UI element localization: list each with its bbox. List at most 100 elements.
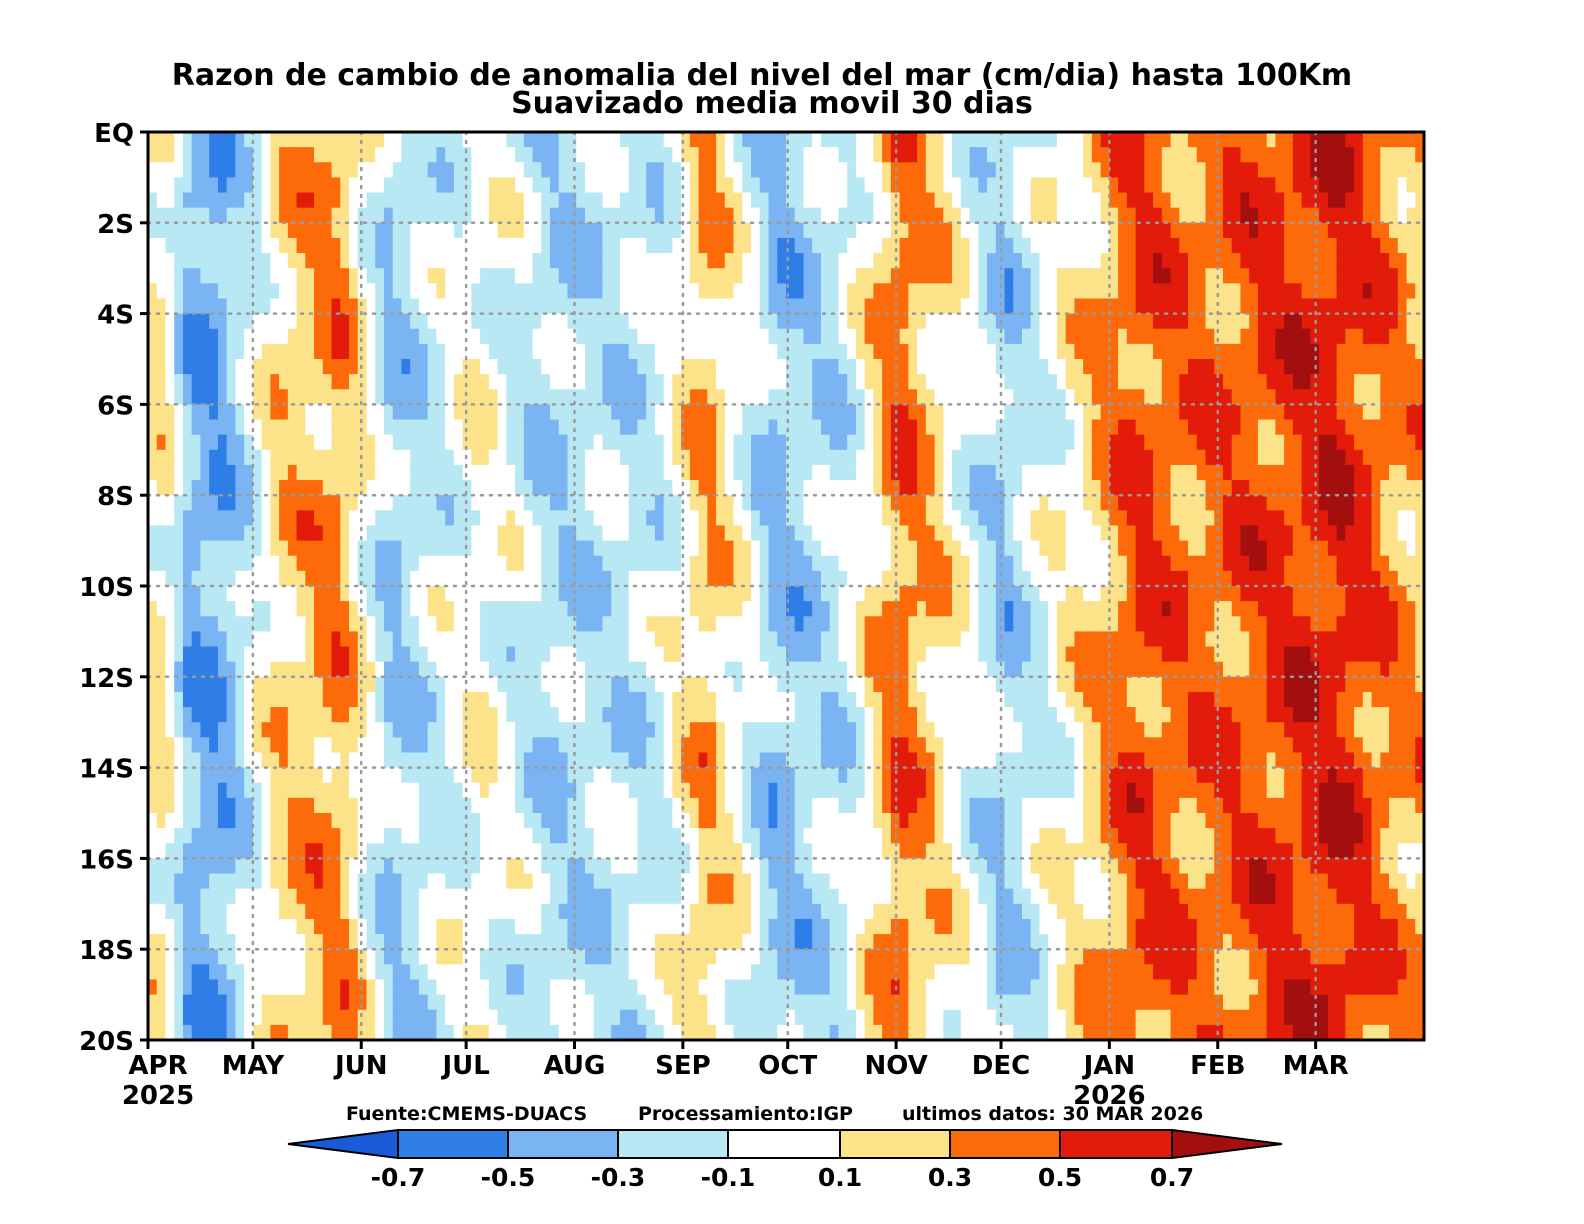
heatmap-cell <box>646 722 656 738</box>
heatmap-cell <box>523 359 534 375</box>
heatmap-cell <box>445 616 455 632</box>
heatmap-cell <box>716 298 726 315</box>
heatmap-cell <box>672 253 682 269</box>
heatmap-cell <box>794 1024 805 1040</box>
heatmap-cell <box>532 1009 542 1026</box>
heatmap-cell <box>768 797 778 814</box>
heatmap-cell <box>628 994 639 1011</box>
heatmap-cell <box>235 828 245 844</box>
heatmap-cell <box>287 525 298 542</box>
heatmap-cell <box>558 237 569 254</box>
heatmap-cell <box>768 237 778 254</box>
heatmap-cell <box>515 646 525 663</box>
heatmap-cell <box>383 268 394 284</box>
heatmap-cell <box>480 918 490 935</box>
heatmap-cell <box>165 464 175 481</box>
heatmap-cell <box>847 298 857 315</box>
heatmap-cell <box>305 343 315 360</box>
heatmap-cell <box>392 722 403 738</box>
heatmap-cell <box>410 797 420 814</box>
heatmap-cell <box>200 828 210 844</box>
heatmap-cell <box>235 813 245 829</box>
heatmap-cell <box>759 207 770 224</box>
heatmap-cell <box>174 404 184 421</box>
heatmap-cell <box>174 964 184 981</box>
heatmap-cell <box>829 601 840 617</box>
heatmap-cell <box>305 1024 315 1040</box>
heatmap-cell <box>558 586 569 602</box>
heatmap-cell <box>593 601 604 617</box>
heatmap-cell <box>480 1024 490 1040</box>
heatmap-cell <box>611 616 621 632</box>
heatmap-cell <box>541 934 551 950</box>
heatmap-cell <box>829 782 840 799</box>
heatmap-cell <box>777 843 787 859</box>
heatmap-cell <box>392 873 403 890</box>
heatmap-cell <box>584 601 595 617</box>
heatmap-cell <box>707 586 717 602</box>
heatmap-cell <box>488 298 499 315</box>
heatmap-cell <box>217 964 228 981</box>
heatmap-cell <box>681 374 691 390</box>
heatmap-cell <box>200 268 210 284</box>
heatmap-cell <box>515 752 525 769</box>
heatmap-cell <box>733 934 743 950</box>
heatmap-cell <box>471 661 481 678</box>
heatmap-cell <box>812 525 822 542</box>
heatmap-cell <box>847 525 857 542</box>
heatmap-cell <box>497 828 507 844</box>
heatmap-cell <box>296 222 306 239</box>
heatmap-cell <box>410 510 420 527</box>
heatmap-cell <box>593 253 604 269</box>
heatmap-cell <box>855 283 866 300</box>
heatmap-cell <box>864 1009 874 1026</box>
heatmap-cell <box>593 828 604 844</box>
heatmap-cell <box>488 404 499 421</box>
heatmap-cell <box>340 449 350 466</box>
heatmap-cell <box>471 586 481 602</box>
heatmap-cell <box>672 616 682 632</box>
heatmap-cell <box>864 1024 874 1040</box>
heatmap-cell <box>497 994 507 1011</box>
heatmap-cell <box>515 283 525 300</box>
heatmap-cell <box>742 495 752 511</box>
heatmap-cell <box>829 374 840 390</box>
heatmap-cell <box>663 525 673 542</box>
heatmap-cell <box>576 177 586 194</box>
heatmap-cell <box>654 283 665 300</box>
heatmap-cell <box>401 480 411 496</box>
heatmap-cell <box>331 359 341 375</box>
heatmap-cell <box>646 298 656 315</box>
heatmap-cell <box>462 328 472 345</box>
heatmap-cell <box>340 873 350 890</box>
heatmap-cell <box>261 767 271 784</box>
heatmap-cell <box>637 419 647 436</box>
heatmap-cell <box>340 253 350 269</box>
heatmap-cell <box>646 676 656 693</box>
heatmap-cell <box>410 858 420 875</box>
heatmap-cell <box>829 1024 840 1040</box>
heatmap-cell <box>305 480 315 496</box>
heatmap-cell <box>322 480 333 496</box>
heatmap-cell <box>506 570 516 587</box>
heatmap-cell <box>698 858 708 875</box>
heatmap-cell <box>812 540 822 557</box>
heatmap-cell <box>200 737 210 754</box>
heatmap-cell <box>156 782 167 799</box>
heatmap-cell <box>375 404 385 421</box>
heatmap-cell <box>724 374 735 390</box>
heatmap-cell <box>611 253 621 269</box>
heatmap-cell <box>829 525 840 542</box>
heatmap-cell <box>279 1024 289 1040</box>
heatmap-cell <box>707 313 717 330</box>
heatmap-cell <box>803 480 813 496</box>
heatmap-cell <box>200 328 210 345</box>
heatmap-cell <box>191 404 202 421</box>
heatmap-cell <box>375 328 385 345</box>
heatmap-cell <box>523 177 534 194</box>
heatmap-cell <box>375 873 385 890</box>
heatmap-cell <box>759 828 770 844</box>
heatmap-cell <box>593 389 604 405</box>
heatmap-cell <box>226 843 236 859</box>
chart-title: Razon de cambio de anomalia del nivel de… <box>172 58 1352 93</box>
